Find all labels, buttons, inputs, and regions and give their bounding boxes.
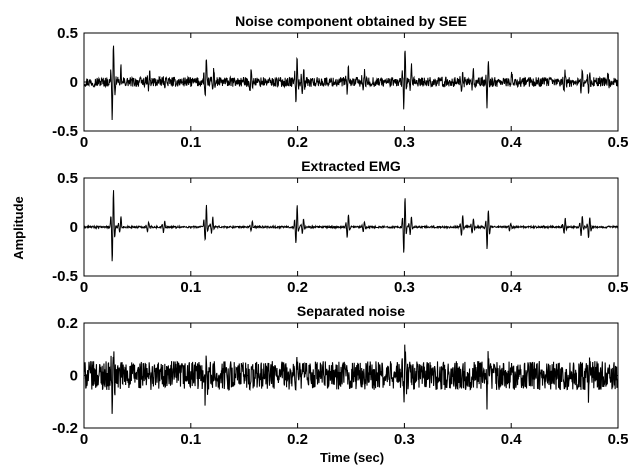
x-tick-label: 0 (80, 431, 88, 448)
x-tick-label: 0.3 (394, 279, 415, 296)
x-tick-label: 0.1 (180, 279, 201, 296)
y-tick-label: -0.2 (52, 420, 78, 437)
x-tick-label: 0.5 (608, 134, 629, 151)
x-tick-label: 0.4 (501, 134, 523, 151)
y-tick-label: -0.5 (52, 123, 78, 140)
x-tick-label: 0.5 (608, 279, 629, 296)
figure-xlabel: Time (sec) (320, 450, 384, 465)
chart-title-separated-noise: Separated noise (297, 303, 405, 319)
panel-noise-component: Noise component obtained by SEE 0 0.1 0.2 0.… (52, 13, 628, 151)
figure-ylabel: Amplitude (11, 196, 26, 260)
y-tick-label: 0.2 (57, 315, 78, 332)
x-tick-label: 0.4 (501, 279, 523, 296)
signal-line-extracted-emg (83, 190, 619, 262)
x-tick-label: 0.4 (501, 431, 523, 448)
y-tick-label: 0 (70, 74, 78, 91)
x-tick-label: 0.2 (287, 431, 308, 448)
y-tick-label: 0 (70, 368, 78, 385)
x-tick-label: 0.1 (180, 431, 201, 448)
y-tick-label: 0.5 (57, 170, 78, 187)
x-tick-label: 0.2 (287, 134, 308, 151)
signal-line-noise-component (83, 45, 619, 121)
x-tick-label: 0 (80, 134, 88, 151)
x-tick-label: 0.1 (180, 134, 201, 151)
y-tick-label: 0.5 (57, 25, 78, 42)
x-tick-label: 0.3 (394, 431, 415, 448)
x-tick-label: 0.3 (394, 134, 415, 151)
chart-title-extracted-emg: Extracted EMG (301, 158, 401, 174)
y-tick-label: 0 (70, 219, 78, 236)
x-tick-label: 0.2 (287, 279, 308, 296)
x-tick-label: 0 (80, 279, 88, 296)
x-tick-label: 0.5 (608, 431, 629, 448)
signal-line-separated-noise (83, 344, 619, 414)
y-tick-label: -0.5 (52, 268, 78, 285)
chart-title-noise-component: Noise component obtained by SEE (235, 13, 467, 29)
